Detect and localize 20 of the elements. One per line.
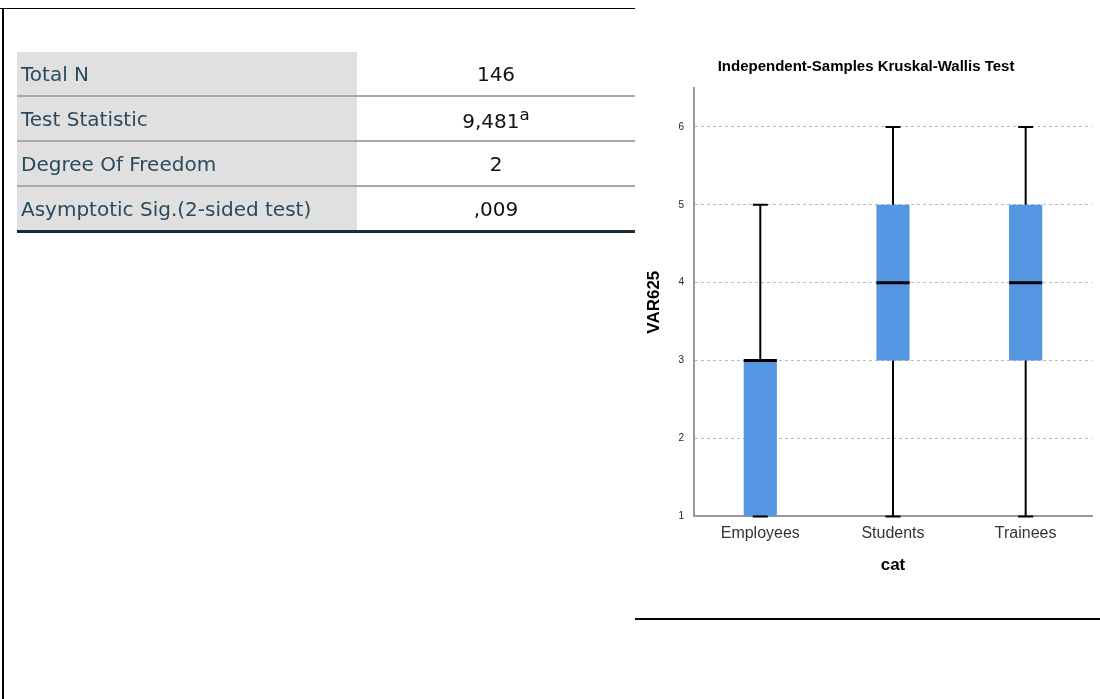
text: 2 [357, 141, 635, 186]
x-tick-label: Trainees [994, 524, 1057, 542]
x-tick-label: Employees [720, 524, 800, 542]
text: 146 [357, 52, 635, 96]
text: ,009 [357, 186, 635, 232]
y-tick-label: 5 [678, 198, 685, 210]
y-tick-label: 1 [678, 510, 685, 522]
y-tick-label: 4 [678, 276, 685, 288]
text: 9,481$^{a}$ [357, 96, 635, 141]
y-axis-title: VAR625 [643, 270, 663, 334]
x-tick-label: Students [861, 524, 925, 542]
x-axis-title: cat [880, 555, 906, 575]
text: Asymptotic Sig.(2-sided test) [17, 186, 357, 232]
chart-title: Independent-Samples Kruskal-Wallis Test [717, 57, 1015, 75]
text: Total N [17, 52, 357, 96]
y-tick-label: 2 [678, 432, 685, 444]
text: Test Statistic [17, 96, 357, 141]
y-tick-label: 6 [678, 120, 685, 132]
text: Degree Of Freedom [17, 141, 357, 186]
y-tick-label: 3 [678, 354, 685, 366]
